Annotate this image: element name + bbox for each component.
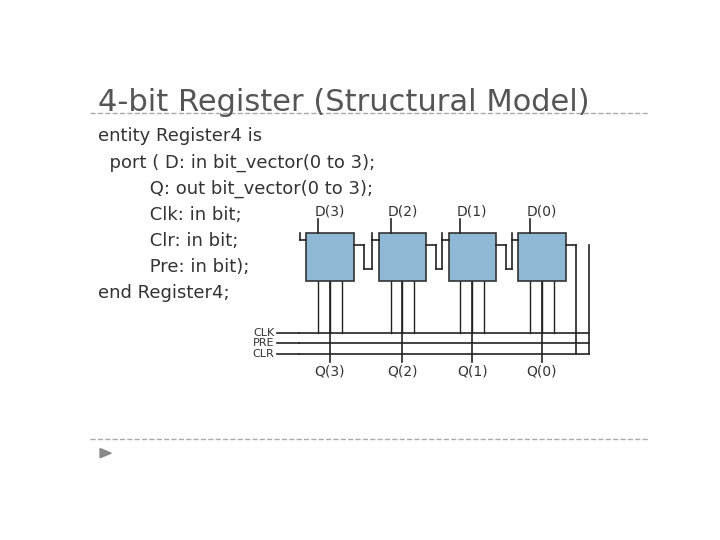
Text: CLK: CLK: [253, 328, 274, 338]
Bar: [449, 233, 496, 281]
Bar: [518, 233, 566, 281]
Text: D(3): D(3): [315, 205, 345, 219]
Text: Q: out bit_vector(0 to 3);: Q: out bit_vector(0 to 3);: [99, 180, 374, 198]
Text: D(2): D(2): [387, 205, 418, 219]
Text: PRE: PRE: [253, 339, 274, 348]
Text: Q(3): Q(3): [315, 364, 345, 378]
Text: D(1): D(1): [457, 205, 487, 219]
Bar: [306, 233, 354, 281]
Text: Q(2): Q(2): [387, 364, 418, 378]
Text: 4-bit Register (Structural Model): 4-bit Register (Structural Model): [99, 87, 590, 117]
Text: entity Register4 is: entity Register4 is: [99, 127, 263, 145]
Text: CLR: CLR: [253, 349, 274, 359]
Text: Pre: in bit);: Pre: in bit);: [99, 258, 250, 276]
Text: end Register4;: end Register4;: [99, 285, 230, 302]
Text: Clk: in bit;: Clk: in bit;: [99, 206, 242, 224]
Text: port ( D: in bit_vector(0 to 3);: port ( D: in bit_vector(0 to 3);: [99, 153, 376, 172]
Text: Q(1): Q(1): [457, 364, 487, 378]
Bar: [379, 233, 426, 281]
Text: Q(0): Q(0): [527, 364, 557, 378]
Text: D(0): D(0): [527, 205, 557, 219]
Text: Clr: in bit;: Clr: in bit;: [99, 232, 239, 250]
Polygon shape: [100, 449, 111, 458]
